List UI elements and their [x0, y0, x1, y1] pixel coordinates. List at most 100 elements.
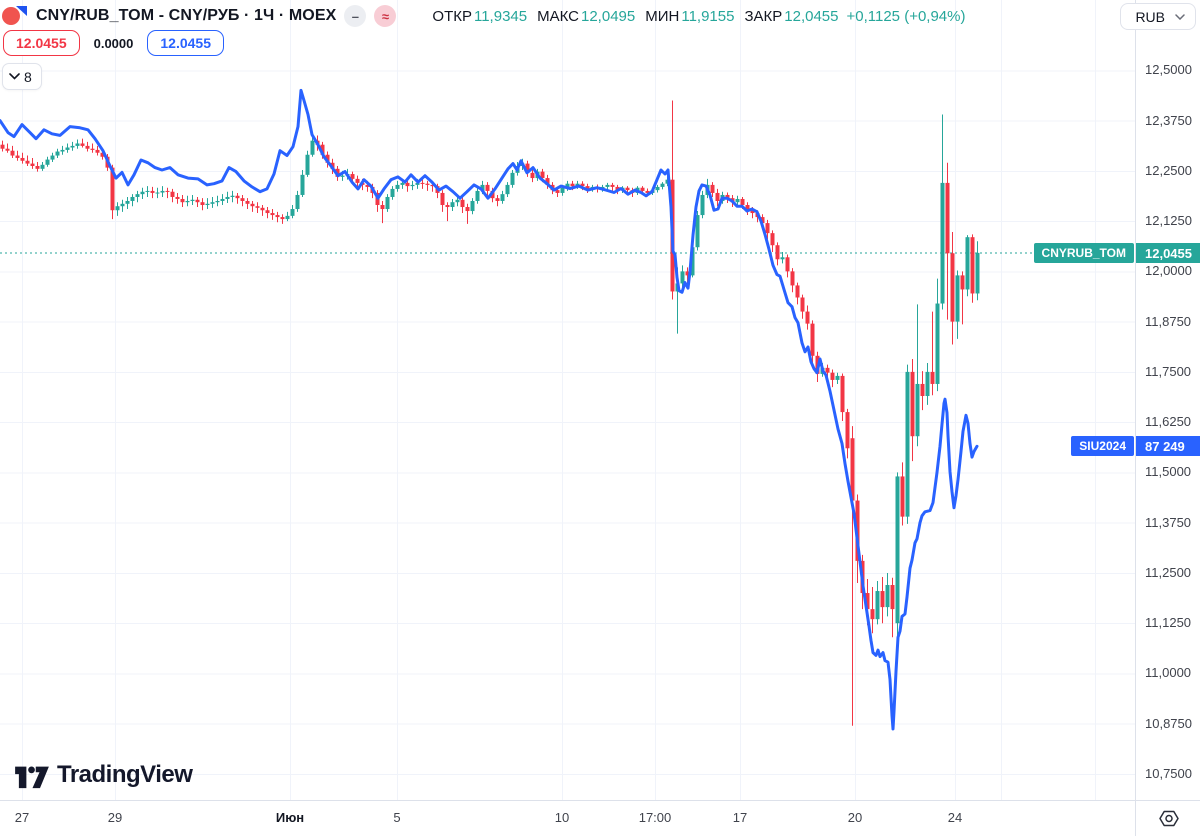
- candle-body: [220, 198, 225, 201]
- candle: [195, 196, 200, 208]
- candle-body: [560, 187, 565, 193]
- candle: [505, 182, 510, 197]
- candle-body: [935, 303, 940, 384]
- chart-plot-area[interactable]: [0, 0, 1135, 800]
- symbol-title[interactable]: CNY/RUB_TOM - CNY/РУБ · 1Ч · MOEX: [36, 7, 337, 24]
- candle-body: [445, 205, 450, 208]
- candle-body: [95, 149, 100, 153]
- candle: [170, 188, 175, 203]
- candle: [355, 175, 360, 188]
- candle-body: [870, 609, 875, 620]
- candle: [390, 186, 395, 200]
- candle-body: [835, 375, 840, 380]
- legend-rows-collapse-button[interactable]: 8: [2, 63, 42, 90]
- candle-body: [885, 585, 890, 608]
- candle-body: [300, 174, 305, 195]
- series-price-label-cnyrub[interactable]: CNYRUB_TOM: [1033, 243, 1134, 264]
- candle: [160, 186, 165, 197]
- candle: [530, 168, 535, 183]
- candle-body: [690, 247, 695, 276]
- candle-body: [750, 210, 755, 214]
- price-tick-label: 11,7500: [1145, 363, 1192, 379]
- candle: [500, 190, 505, 204]
- candle: [395, 180, 400, 192]
- candle-body: [505, 184, 510, 195]
- candle-body: [700, 194, 705, 216]
- candle: [780, 252, 785, 264]
- candle: [905, 364, 910, 524]
- candle-body: [425, 183, 430, 185]
- candle: [135, 190, 140, 203]
- candle: [710, 182, 715, 197]
- candle-body: [880, 591, 885, 608]
- candle: [215, 195, 220, 207]
- currency-selector-button[interactable]: RUB: [1120, 3, 1196, 30]
- candle: [880, 576, 885, 624]
- candle-body: [385, 196, 390, 210]
- candle: [40, 161, 45, 171]
- time-tick-label: 20: [847, 810, 863, 825]
- candle: [265, 207, 270, 219]
- candle: [120, 199, 125, 212]
- candle: [655, 184, 660, 193]
- candle: [180, 194, 185, 208]
- candle-body: [545, 178, 550, 185]
- candle: [60, 145, 65, 155]
- price-tick-label: 12,5000: [1145, 62, 1192, 78]
- candle: [890, 577, 895, 638]
- candle-body: [180, 198, 185, 203]
- candle-body: [225, 196, 230, 199]
- candle-body: [70, 145, 75, 148]
- candle: [290, 205, 295, 219]
- candle-body: [740, 198, 745, 206]
- sell-button[interactable]: 12.0455: [3, 30, 80, 56]
- low-value: 11,9155: [681, 7, 735, 25]
- series-price-label-siu2024[interactable]: SIU2024: [1071, 436, 1134, 457]
- price-scale-settings-icon[interactable]: [1158, 809, 1180, 828]
- candle-body: [790, 271, 795, 286]
- buy-button[interactable]: 12.0455: [147, 30, 224, 56]
- candle-body: [160, 190, 165, 193]
- candle: [960, 271, 965, 325]
- price-tick-label: 12,2500: [1145, 162, 1192, 178]
- candle-body: [840, 375, 845, 413]
- candle: [840, 373, 845, 421]
- time-axis[interactable]: 27 29 Июн 5 10 17:00 17 20 24: [0, 800, 1135, 836]
- candle: [115, 202, 120, 216]
- candle: [965, 235, 970, 297]
- candle-body: [270, 213, 275, 216]
- candle-body: [930, 371, 935, 384]
- candle-body: [585, 186, 590, 189]
- candle-body: [150, 190, 155, 193]
- candle-body: [280, 217, 285, 220]
- candle: [830, 369, 835, 388]
- candle-body: [265, 210, 270, 214]
- candle-body: [825, 367, 830, 373]
- candle-body: [10, 150, 15, 156]
- time-tick-label: 24: [947, 810, 963, 825]
- current-price-badge: 12,0455: [1136, 243, 1200, 264]
- candle-body: [305, 154, 310, 175]
- candle-body: [780, 257, 785, 260]
- candle: [900, 462, 905, 526]
- candle-body: [135, 194, 140, 197]
- time-tick-label: 17:00: [638, 810, 672, 825]
- low-label: МИН: [645, 7, 680, 25]
- legend-compare-icon[interactable]: ≈: [374, 5, 397, 27]
- candle: [185, 195, 190, 207]
- candle: [190, 194, 195, 206]
- price-tick-label: 11,8750: [1145, 313, 1192, 329]
- candle-body: [185, 200, 190, 203]
- legend-collapse-icon[interactable]: –: [344, 5, 367, 27]
- candle: [810, 320, 815, 365]
- candle-body: [255, 206, 260, 208]
- open-label: ОТКР: [432, 7, 472, 25]
- candle-body: [40, 164, 45, 169]
- time-tick-label: 5: [393, 810, 401, 825]
- candle-body: [50, 155, 55, 160]
- candle: [945, 162, 950, 320]
- candle: [0, 140, 5, 152]
- candle: [250, 200, 255, 212]
- price-axis[interactable]: 12,5000 12,3750 12,2500 12,1250 12,0000 11,87…: [1135, 0, 1200, 800]
